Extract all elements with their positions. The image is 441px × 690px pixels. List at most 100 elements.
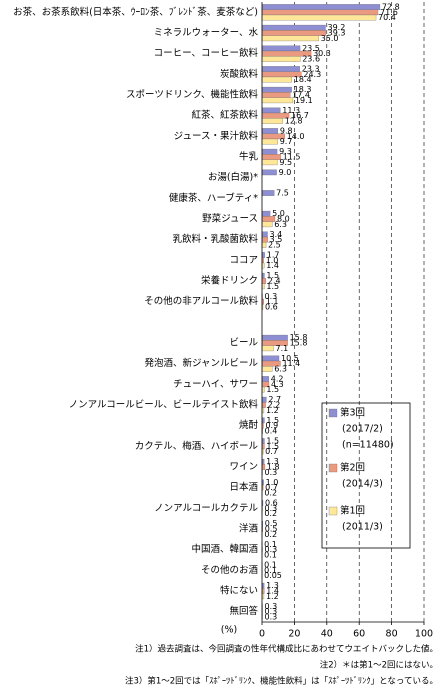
legend-period: (2011/3) xyxy=(342,522,383,533)
bar xyxy=(261,159,278,166)
y-tick-label: ジュース・果汁飲料 xyxy=(174,130,259,142)
value-label: 1.1 xyxy=(266,297,279,306)
value-label: 14.0 xyxy=(287,132,305,141)
value-label: 9.7 xyxy=(280,137,293,146)
value-label: 7.5 xyxy=(276,189,289,198)
value-label: 1.7 xyxy=(267,251,280,260)
bar xyxy=(261,231,268,238)
bar xyxy=(261,148,278,155)
y-tick-label: チューハイ、サワー xyxy=(173,379,258,390)
value-label: 2.7 xyxy=(268,395,281,404)
bar xyxy=(261,14,377,21)
bar xyxy=(261,334,288,341)
x-tick-label: 80 xyxy=(386,629,398,640)
value-label: 0.3 xyxy=(264,504,277,513)
value-label: 6.3 xyxy=(274,220,287,229)
value-label: 1.2 xyxy=(266,592,279,601)
value-label: 10.5 xyxy=(281,354,299,363)
bar xyxy=(261,9,379,16)
value-label: 1.8 xyxy=(267,463,280,472)
value-label: 16.7 xyxy=(291,111,309,120)
value-label: 0.1 xyxy=(264,566,277,575)
value-label: 15.8 xyxy=(290,339,308,348)
value-label: 0.3 xyxy=(264,602,277,611)
value-label: 1.5 xyxy=(266,282,279,291)
bar xyxy=(261,76,292,83)
bar xyxy=(261,345,274,352)
value-label: 1.3 xyxy=(266,581,279,590)
value-label: 4.2 xyxy=(271,375,284,384)
y-tick-label: 洋酒 xyxy=(239,523,259,535)
bar xyxy=(261,128,279,134)
value-label: 23.5 xyxy=(302,44,320,53)
value-label: 9.5 xyxy=(279,158,292,167)
y-tick-label: ミネラルウォーター、水 xyxy=(154,27,259,39)
value-label: 23.3 xyxy=(302,65,320,74)
value-label: 1.5 xyxy=(266,416,279,425)
value-label: 39.2 xyxy=(328,23,346,32)
value-label: 0.2 xyxy=(264,509,277,518)
value-label: 0.1 xyxy=(264,540,277,549)
legend-swatch xyxy=(328,506,338,516)
bar xyxy=(261,210,271,217)
bar xyxy=(261,154,281,160)
footnote: 注2）＊は第1～2回にはない。 xyxy=(320,660,438,671)
value-label: 0.2 xyxy=(264,488,277,497)
bar xyxy=(261,66,300,72)
value-label: 23.6 xyxy=(302,54,320,63)
value-label: 9.0 xyxy=(279,168,292,177)
y-tick-label: 紅茶、紅茶飲料 xyxy=(191,109,258,121)
legend-period: (2014/3) xyxy=(342,479,383,490)
bar xyxy=(261,366,273,372)
value-label: 1.3 xyxy=(266,457,279,466)
value-label: 0.3 xyxy=(264,607,277,616)
legend-swatch xyxy=(328,463,338,473)
legend-label: 第1回 xyxy=(340,505,365,517)
value-label: 11.5 xyxy=(283,153,301,162)
bar xyxy=(261,56,301,62)
value-label: 0.3 xyxy=(264,545,277,554)
bar xyxy=(261,169,277,176)
value-label: 9.8 xyxy=(280,127,293,136)
value-label: 0.6 xyxy=(265,499,278,508)
value-label: 0.3 xyxy=(264,468,277,477)
bar xyxy=(261,30,326,36)
value-label: 4.3 xyxy=(271,380,284,389)
bar xyxy=(261,396,267,403)
bar xyxy=(261,355,280,362)
value-label: 17.4 xyxy=(292,91,310,100)
value-label: 3.4 xyxy=(270,230,283,239)
y-tick-label: 特にない xyxy=(220,585,258,597)
y-tick-label: 日本酒 xyxy=(229,481,258,493)
y-tick-label: ワイン xyxy=(229,462,258,473)
value-label: 0.1 xyxy=(264,561,277,570)
bar xyxy=(261,92,291,98)
y-tick-label: スポーツドリンク、機能性飲料 xyxy=(126,89,258,101)
bar xyxy=(261,242,267,248)
y-tick-label: お湯(白湯)* xyxy=(208,171,258,183)
bar xyxy=(261,24,326,31)
value-label: 1.2 xyxy=(266,406,279,415)
y-tick-label: 無回答 xyxy=(229,605,258,617)
bar xyxy=(261,118,283,124)
value-label: 18.3 xyxy=(294,85,312,94)
value-label: 18.4 xyxy=(294,75,312,84)
bar xyxy=(261,45,301,52)
x-tick-label: 40 xyxy=(321,629,333,640)
value-label: 0.2 xyxy=(264,530,277,539)
value-label: 3.5 xyxy=(270,235,283,244)
x-axis-label: (%) xyxy=(221,625,237,636)
value-label: 0.7 xyxy=(265,483,278,492)
bar xyxy=(261,236,268,243)
bar xyxy=(261,216,276,222)
y-tick-label: 発泡酒、新ジャンルビール xyxy=(144,357,258,369)
value-label: 0.6 xyxy=(265,302,278,311)
value-label: 1.4 xyxy=(266,587,279,596)
value-label: 2.2 xyxy=(268,401,281,410)
bar xyxy=(261,4,381,10)
value-label: 6.3 xyxy=(274,364,287,373)
bar xyxy=(261,252,265,258)
value-label: 71.6 xyxy=(380,8,398,17)
y-tick-label: 中国酒、韓国酒 xyxy=(191,543,258,555)
